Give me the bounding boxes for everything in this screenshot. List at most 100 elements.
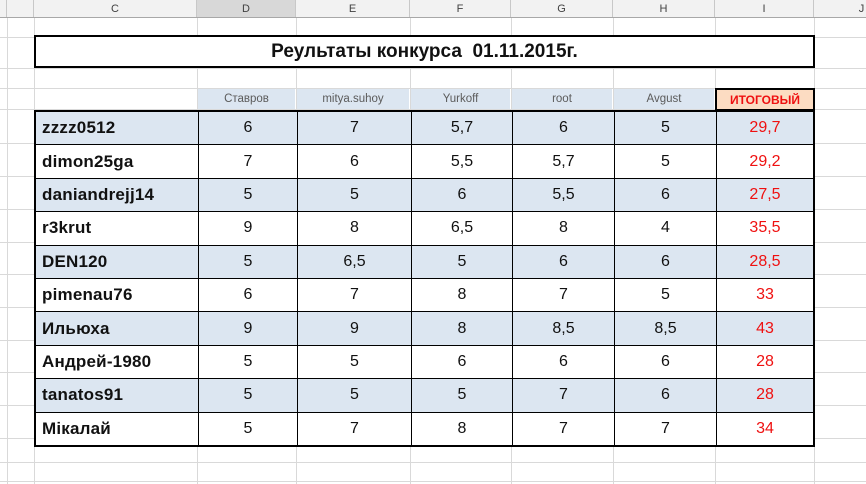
cell-total[interactable]: 34	[756, 419, 774, 437]
cell-score[interactable]: 6	[412, 345, 513, 379]
judge-header-mitya-suhoy[interactable]: mitya.suhoy	[297, 89, 409, 109]
cell-score[interactable]: 7	[199, 145, 298, 178]
cell-score[interactable]: 6	[298, 145, 412, 178]
column-header-strip: C D E F G H I J	[0, 0, 866, 18]
cell-total[interactable]: 28	[756, 352, 774, 370]
cell-score[interactable]: 4	[615, 212, 717, 245]
table-row: daniandrejj14 5 5 6 5,5 6 27,5	[36, 178, 813, 213]
cell-score[interactable]: 6	[615, 178, 717, 212]
cell-score[interactable]: 7	[513, 412, 615, 445]
column-header-e[interactable]: E	[296, 0, 410, 17]
cell-score[interactable]: 9	[298, 312, 412, 345]
cell-score[interactable]: 6	[513, 112, 615, 145]
cell-score[interactable]: 5	[199, 379, 298, 412]
cell-score[interactable]: 5	[199, 345, 298, 379]
cell-total[interactable]: 28	[756, 386, 774, 404]
cell-score[interactable]: 7	[298, 278, 412, 312]
column-header-h[interactable]: H	[613, 0, 715, 17]
judge-header-root[interactable]: root	[512, 89, 612, 109]
cell-score[interactable]: 5	[615, 112, 717, 145]
gridline-horizontal	[0, 462, 866, 463]
cell-total[interactable]: 29,2	[749, 152, 781, 170]
column-header-d[interactable]: D	[197, 0, 296, 17]
gridline-horizontal	[0, 88, 866, 89]
column-header-i[interactable]: I	[715, 0, 814, 17]
cell-score[interactable]: 8	[298, 212, 412, 245]
judge-header-yurkoff[interactable]: Yurkoff	[411, 89, 510, 109]
cell-score[interactable]: 6	[199, 278, 298, 312]
cell-score[interactable]: 5	[199, 245, 298, 278]
cell-score[interactable]: 5	[615, 145, 717, 178]
cell-score[interactable]: 5,5	[513, 178, 615, 212]
table-row: tanatos91 5 5 5 7 6 28	[36, 379, 813, 413]
column-header-g[interactable]: G	[511, 0, 613, 17]
cell-score[interactable]: 5	[298, 178, 412, 212]
cell-participant-name[interactable]: Андрей-1980	[36, 345, 199, 379]
total-column-header[interactable]: ИТОГОВЫЙ	[715, 88, 815, 111]
cell-score[interactable]: 6	[615, 345, 717, 379]
judge-header-stavrov[interactable]: Ставров	[198, 89, 295, 109]
cell-total[interactable]: 28,5	[749, 252, 781, 270]
cell-score[interactable]: 6,5	[298, 245, 412, 278]
column-header-a-sliver[interactable]	[0, 0, 7, 17]
cell-participant-name[interactable]: r3krut	[36, 212, 199, 245]
cell-participant-name[interactable]: daniandrejj14	[36, 178, 199, 212]
column-header-c[interactable]: C	[34, 0, 197, 17]
column-header-j[interactable]: J	[814, 0, 866, 17]
cell-score[interactable]: 6,5	[412, 212, 513, 245]
cell-score[interactable]: 5	[298, 379, 412, 412]
cell-score[interactable]: 6	[615, 379, 717, 412]
cell-score[interactable]: 9	[199, 212, 298, 245]
cell-score[interactable]: 5	[199, 178, 298, 212]
cell-participant-name[interactable]: Ильюха	[36, 312, 199, 345]
table-row: Мікалай 5 7 8 7 7 34	[36, 412, 813, 445]
cell-score[interactable]: 8,5	[615, 312, 717, 345]
cell-total[interactable]: 43	[756, 319, 774, 337]
cell-score[interactable]: 8,5	[513, 312, 615, 345]
cell-total[interactable]: 29,7	[749, 119, 781, 137]
cell-score[interactable]: 6	[513, 245, 615, 278]
cell-score[interactable]: 5	[412, 245, 513, 278]
cell-score[interactable]: 7	[513, 278, 615, 312]
cell-score[interactable]: 5,7	[412, 112, 513, 145]
cell-score[interactable]: 7	[513, 379, 615, 412]
cell-score[interactable]: 6	[615, 245, 717, 278]
results-table: zzzz0512 6 7 5,7 6 5 29,7 dimon25ga 7 6 …	[34, 110, 815, 447]
cell-score[interactable]: 8	[412, 312, 513, 345]
cell-score[interactable]: 5	[412, 379, 513, 412]
column-header-f[interactable]: F	[410, 0, 511, 17]
cell-participant-name[interactable]: DEN120	[36, 245, 199, 278]
gridline-horizontal	[0, 68, 866, 69]
gridline-vertical	[7, 18, 8, 484]
cell-participant-name[interactable]: Мікалай	[36, 412, 199, 445]
cell-score[interactable]: 5	[615, 278, 717, 312]
cell-participant-name[interactable]: zzzz0512	[36, 112, 199, 145]
cell-score[interactable]: 7	[298, 112, 412, 145]
cell-total[interactable]: 33	[756, 286, 774, 304]
table-row: Ильюха 9 9 8 8,5 8,5 43	[36, 312, 813, 346]
cell-participant-name[interactable]: tanatos91	[36, 379, 199, 412]
cell-total[interactable]: 27,5	[749, 185, 781, 203]
cell-score[interactable]: 8	[513, 212, 615, 245]
cell-participant-name[interactable]: pimenau76	[36, 278, 199, 312]
cell-score[interactable]: 6	[513, 345, 615, 379]
table-row: pimenau76 6 7 8 7 5 33	[36, 278, 813, 313]
cell-total[interactable]: 35,5	[749, 219, 781, 237]
cell-score[interactable]: 7	[615, 412, 717, 445]
cell-score[interactable]: 8	[412, 278, 513, 312]
cell-score[interactable]: 8	[412, 412, 513, 445]
cell-score[interactable]: 5,5	[412, 145, 513, 178]
cell-score[interactable]: 5,7	[513, 145, 615, 178]
cell-score[interactable]: 6	[199, 112, 298, 145]
cell-score[interactable]: 7	[298, 412, 412, 445]
judge-header-avgust[interactable]: Avgust	[614, 89, 714, 109]
cell-score[interactable]: 6	[412, 178, 513, 212]
contest-title-cell[interactable]: Реультаты конкурса 01.11.2015г.	[34, 35, 815, 68]
column-header-b-partial[interactable]	[7, 0, 34, 17]
table-row: dimon25ga 7 6 5,5 5,7 5 29,2	[36, 145, 813, 179]
cell-participant-name[interactable]: dimon25ga	[36, 145, 199, 178]
cell-score[interactable]: 5	[298, 345, 412, 379]
cell-score[interactable]: 9	[199, 312, 298, 345]
cell-score[interactable]: 5	[199, 412, 298, 445]
